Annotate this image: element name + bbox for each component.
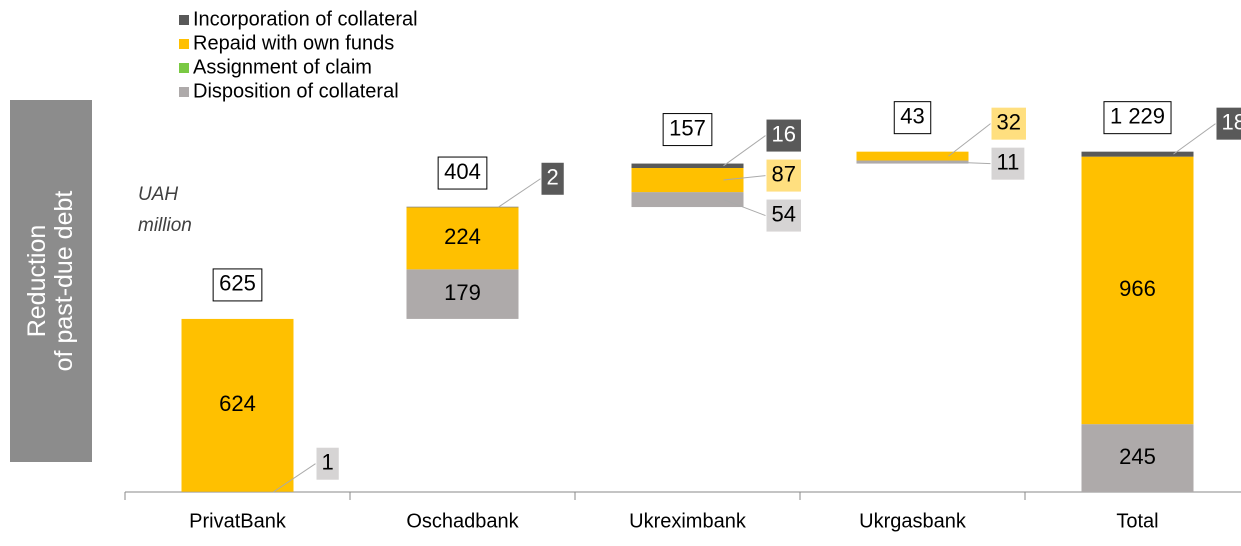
value-label: 11 xyxy=(997,149,1020,174)
x-tick-label: Ukrgasbank xyxy=(859,510,967,532)
leader-line xyxy=(949,124,991,156)
value-label: 32 xyxy=(997,109,1021,134)
value-label: 54 xyxy=(772,201,796,226)
legend-swatch xyxy=(179,39,189,49)
legend-label: Assignment of claim xyxy=(193,56,372,78)
legend-label: Disposition of collateral xyxy=(193,80,399,102)
value-label: 1 xyxy=(322,450,334,475)
value-label: 966 xyxy=(1119,276,1156,301)
leader-line xyxy=(499,179,541,207)
legend-swatch xyxy=(179,15,189,25)
value-label: 624 xyxy=(219,391,256,416)
legend-swatch xyxy=(179,63,189,73)
x-tick-label: Total xyxy=(1116,510,1158,532)
leader-line xyxy=(1174,124,1216,154)
leader-line xyxy=(724,136,766,166)
value-label: 179 xyxy=(444,280,481,305)
bar-segment xyxy=(632,164,744,168)
total-label: 404 xyxy=(444,159,481,184)
total-label: 43 xyxy=(900,103,924,128)
legend-swatch xyxy=(179,87,189,97)
value-label: 87 xyxy=(772,161,796,186)
legend-label: Repaid with own funds xyxy=(193,32,394,54)
value-label: 18 xyxy=(1222,109,1241,134)
total-label: 1 229 xyxy=(1110,103,1165,128)
bar-segment xyxy=(632,192,744,207)
x-tick-label: Ukreximbank xyxy=(629,510,747,532)
x-tick-label: PrivatBank xyxy=(189,510,287,532)
bar-segment xyxy=(407,207,519,208)
legend-label: Incorporation of collateral xyxy=(193,8,418,30)
leader-line xyxy=(724,200,766,216)
value-label: 245 xyxy=(1119,444,1156,469)
total-label: 625 xyxy=(219,271,256,296)
value-label: 2 xyxy=(547,165,559,190)
value-label: 224 xyxy=(444,224,481,249)
value-label: 16 xyxy=(772,121,796,146)
x-tick-label: Oschadbank xyxy=(406,510,519,532)
total-label: 157 xyxy=(669,115,706,140)
